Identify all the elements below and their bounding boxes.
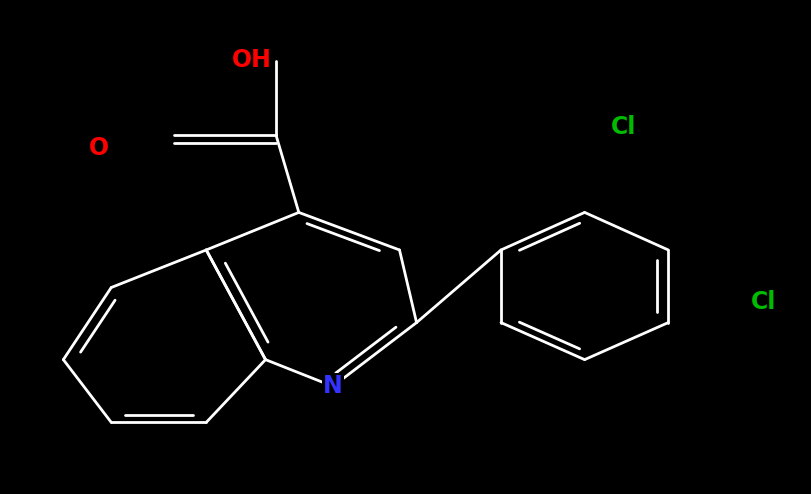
Text: N: N bbox=[323, 374, 342, 398]
Text: OH: OH bbox=[231, 48, 272, 72]
Text: Cl: Cl bbox=[610, 116, 635, 139]
Text: O: O bbox=[89, 136, 109, 160]
Text: Cl: Cl bbox=[750, 290, 775, 314]
